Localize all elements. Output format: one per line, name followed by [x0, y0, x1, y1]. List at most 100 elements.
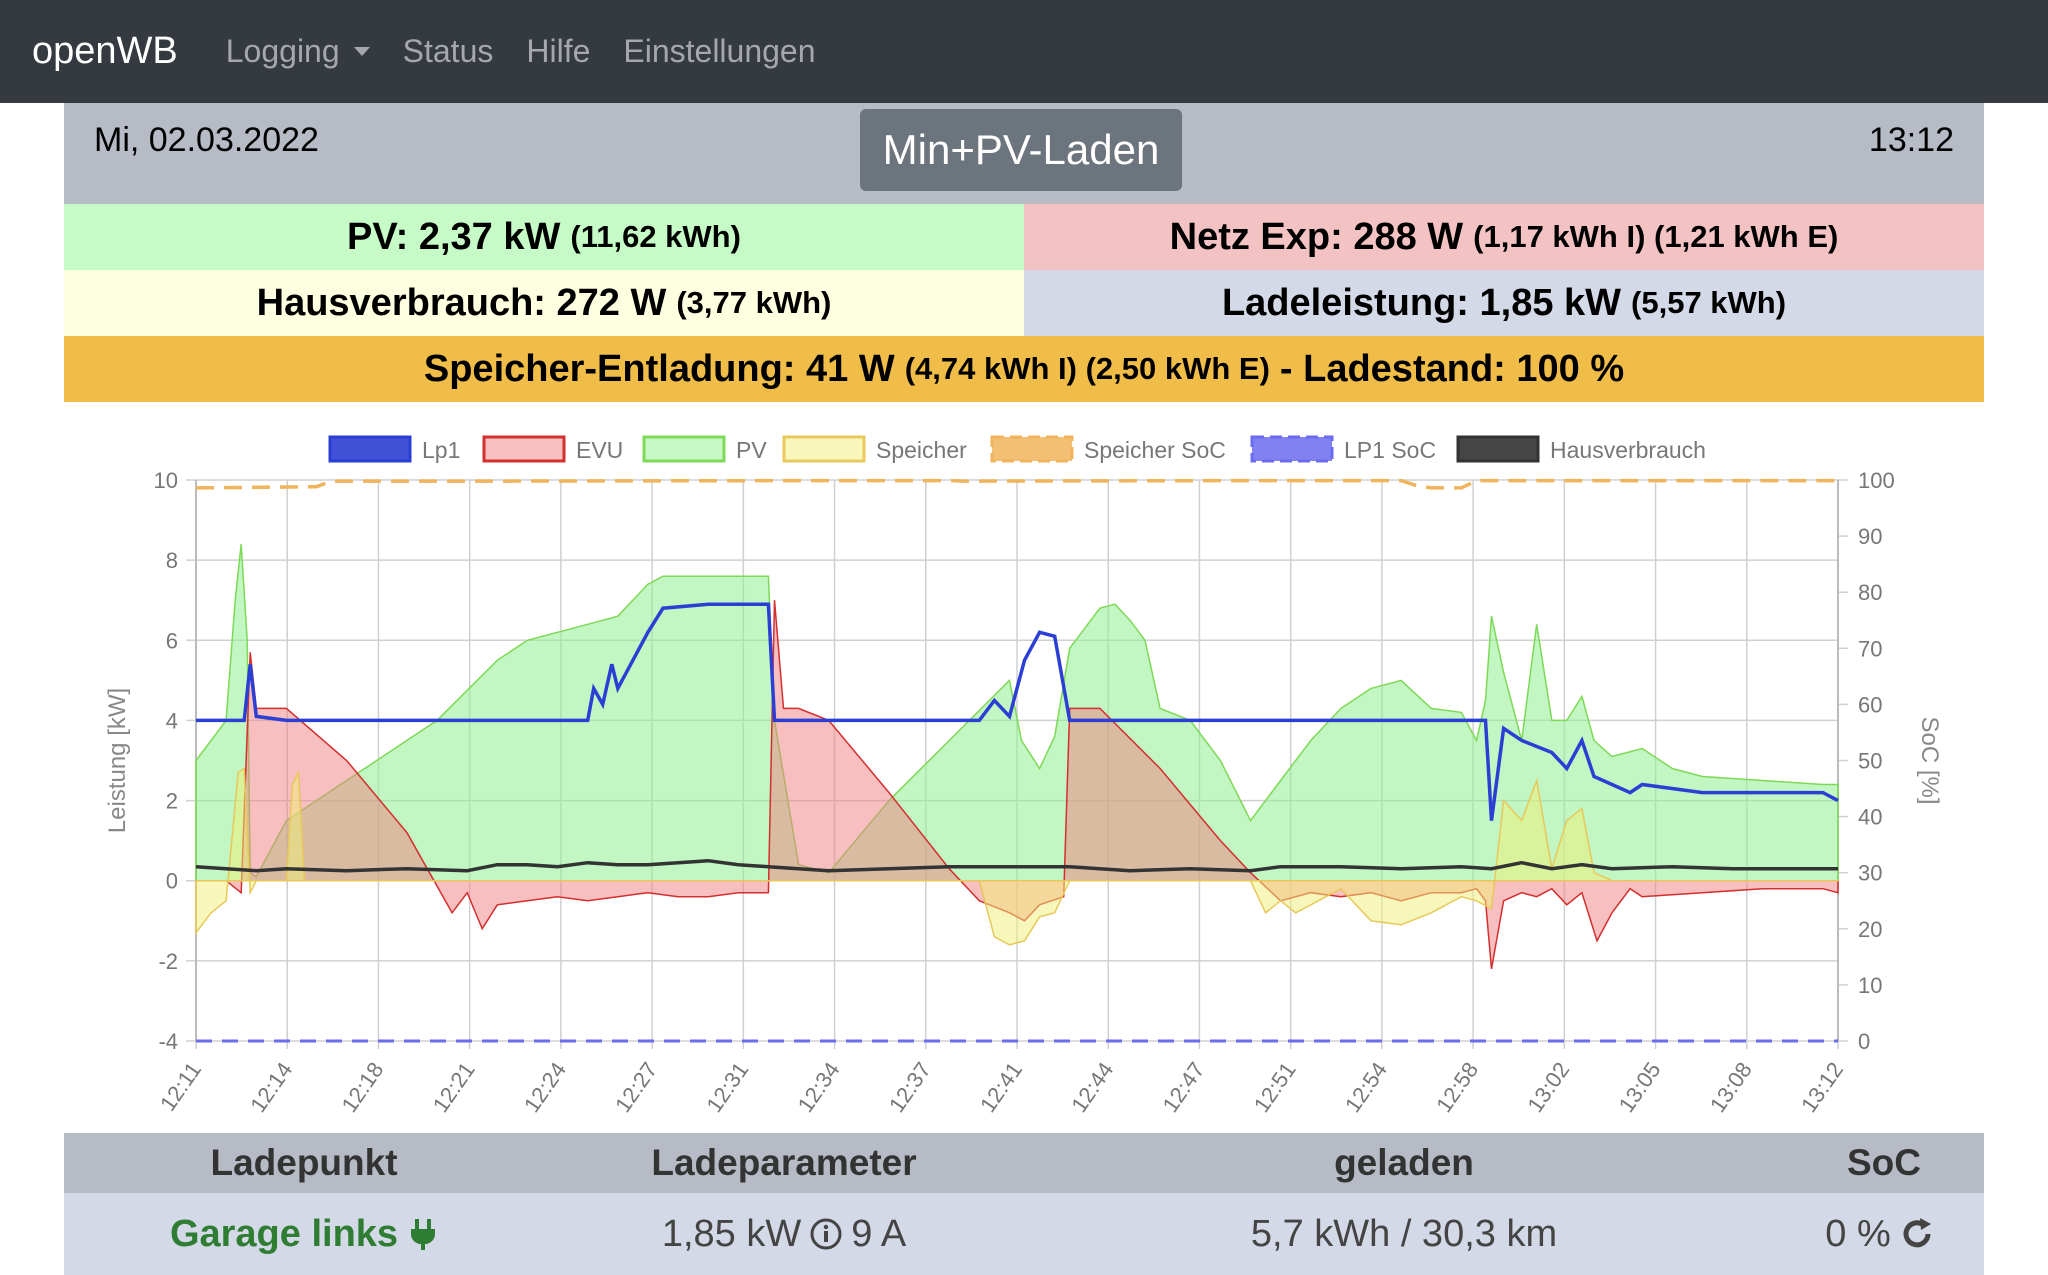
charge-energy: (5,57 kWh) [1631, 285, 1787, 320]
col-ladepunkt: Ladepunkt [210, 1142, 398, 1183]
soc-value: 0 % [1825, 1212, 1891, 1255]
x-tick-label: 12:47 [1157, 1058, 1209, 1117]
clock: 13:12 [1868, 121, 1954, 159]
pv-area [195, 544, 1839, 882]
legend-label: Speicher [876, 437, 967, 463]
pv-label: PV: 2,37 kW [347, 215, 561, 258]
house-energy: (3,77 kWh) [676, 285, 832, 320]
storage-energy: (4,74 kWh I) (2,50 kWh E) [904, 351, 1270, 386]
plug-icon [411, 1219, 436, 1250]
charge-params-cell: 1,85 kW 9 A [544, 1193, 1024, 1275]
x-tick-label: 12:58 [1431, 1058, 1483, 1117]
col-geladen: geladen [1334, 1142, 1474, 1183]
chevron-down-icon [353, 47, 370, 56]
pv-status: PV: 2,37 kW (11,62 kWh) [64, 204, 1024, 270]
y-tick-label: 2 [166, 789, 178, 814]
y2-tick-label: 0 [1858, 1029, 1870, 1054]
y-tick-label: 8 [166, 548, 178, 573]
x-tick-label: 12:37 [884, 1058, 936, 1117]
y2-tick-label: 90 [1858, 524, 1882, 549]
legend-label: EVU [576, 437, 623, 463]
chargepoint-table-header: Ladepunkt Ladeparameter geladen SoC [64, 1133, 1984, 1193]
charge-mode-button[interactable]: Min+PV-Laden [860, 109, 1182, 191]
y-tick-label: 10 [154, 468, 178, 493]
nav-logging-label: Logging [225, 33, 340, 69]
charge-current: 9 A [851, 1212, 907, 1255]
legend-swatch [482, 435, 566, 463]
nav-logging[interactable]: Logging [226, 33, 370, 70]
nav-einstellungen[interactable]: Einstellungen [623, 33, 816, 69]
storage-status: Speicher-Entladung: 41 W (4,74 kWh I) (2… [64, 336, 1984, 402]
x-tick-label: 12:54 [1340, 1058, 1392, 1117]
legend-swatch [782, 435, 866, 463]
y2-tick-label: 30 [1858, 861, 1882, 886]
power-chart[interactable]: 12:11 12:14 12:18 12:21 12:24 12:27 12:31 12:34… [0, 410, 2048, 1130]
y-tick-label: 0 [166, 869, 178, 894]
navbar: openWB Logging Status Hilfe Einstellunge… [0, 0, 2048, 103]
house-label: Hausverbrauch: 272 W [256, 281, 667, 324]
x-tick-label: 12:44 [1066, 1058, 1118, 1117]
legend-swatch [1456, 435, 1540, 463]
x-tick-label: 12:11 [155, 1058, 206, 1116]
brand[interactable]: openWB [32, 30, 178, 72]
legend-label: Lp1 [422, 437, 460, 463]
y-tick-label: 4 [166, 708, 178, 733]
table-row[interactable]: Garage links 1,85 kW 9 A 5,7 kWh / 30,3 … [64, 1193, 1984, 1275]
x-tick-label: 13:02 [1522, 1058, 1574, 1117]
x-tick-label: 13:12 [1796, 1058, 1848, 1117]
y-tick-label: 6 [166, 628, 178, 653]
y2-tick-label: 60 [1858, 692, 1882, 717]
soc-cell: 0 % [1784, 1193, 1984, 1275]
y2-tick-label: 40 [1858, 805, 1882, 830]
x-tick-label: 13:05 [1614, 1058, 1666, 1117]
x-tick-label: 13:08 [1705, 1058, 1757, 1117]
chargepoint-name[interactable]: Garage links [169, 1212, 399, 1255]
legend-label: Speicher SoC [1084, 437, 1226, 463]
charge-label: Ladeleistung: 1,85 kW [1221, 281, 1622, 324]
legend-label: LP1 SoC [1344, 437, 1436, 463]
date-bar: Mi, 02.03.2022 Min+PV-Laden 13:12 [64, 103, 1984, 204]
house-status: Hausverbrauch: 272 W (3,77 kWh) [64, 270, 1024, 336]
nav-hilfe[interactable]: Hilfe [526, 33, 591, 69]
x-tick-label: 12:27 [610, 1058, 662, 1117]
x-tick-label: 12:18 [336, 1058, 388, 1117]
charged-energy: 5,7 kWh / 30,3 km [1250, 1212, 1558, 1255]
y2-tick-label: 100 [1858, 468, 1895, 493]
y-tick-label: -4 [158, 1029, 178, 1054]
x-tick-label: 12:34 [793, 1058, 845, 1117]
x-tick-label: 12:14 [245, 1058, 297, 1117]
legend-swatch [990, 435, 1074, 463]
grid-energy: (1,17 kWh I) (1,21 kWh E) [1473, 219, 1839, 254]
hausverbrauch-line [195, 858, 1838, 873]
y2-tick-label: 70 [1858, 636, 1882, 661]
x-tick-label: 12:24 [519, 1058, 571, 1117]
legend-swatch [328, 435, 412, 463]
y-tick-label: -2 [158, 949, 178, 974]
nav-status[interactable]: Status [402, 33, 494, 69]
storage-label: Speicher-Entladung: 41 W [423, 347, 895, 390]
col-ladeparameter: Ladeparameter [651, 1142, 917, 1183]
y2-tick-label: 80 [1858, 580, 1882, 605]
grid-label: Netz Exp: 288 W [1169, 215, 1464, 258]
date: Mi, 02.03.2022 [94, 121, 319, 159]
legend-label: PV [736, 437, 767, 463]
y-axis-label: Leistung [kW] [104, 688, 131, 833]
legend-label: Hausverbrauch [1550, 437, 1706, 463]
x-tick-label: 12:31 [701, 1058, 753, 1117]
charge-status: Ladeleistung: 1,85 kW (5,57 kWh) [1024, 270, 1984, 336]
grid-status: Netz Exp: 288 W (1,17 kWh I) (1,21 kWh E… [1024, 204, 1984, 270]
y2-axis-label: SoC [%] [1916, 716, 1943, 804]
x-tick-label: 12:41 [975, 1058, 1027, 1117]
storage-soc: - Ladestand: 100 % [1279, 347, 1625, 390]
x-tick-label: 12:51 [1249, 1058, 1301, 1117]
legend-swatch [642, 435, 726, 463]
refresh-icon[interactable] [1899, 1216, 1935, 1252]
y2-tick-label: 50 [1858, 749, 1882, 774]
lp1-line [196, 602, 1839, 821]
chargepoint-name-cell[interactable]: Garage links [64, 1193, 544, 1275]
legend-swatch [1250, 435, 1334, 463]
info-circle-icon [810, 1218, 842, 1250]
col-soc: SoC [1847, 1142, 1921, 1183]
x-tick-label: 12:21 [428, 1058, 480, 1117]
y2-tick-label: 10 [1858, 973, 1882, 998]
